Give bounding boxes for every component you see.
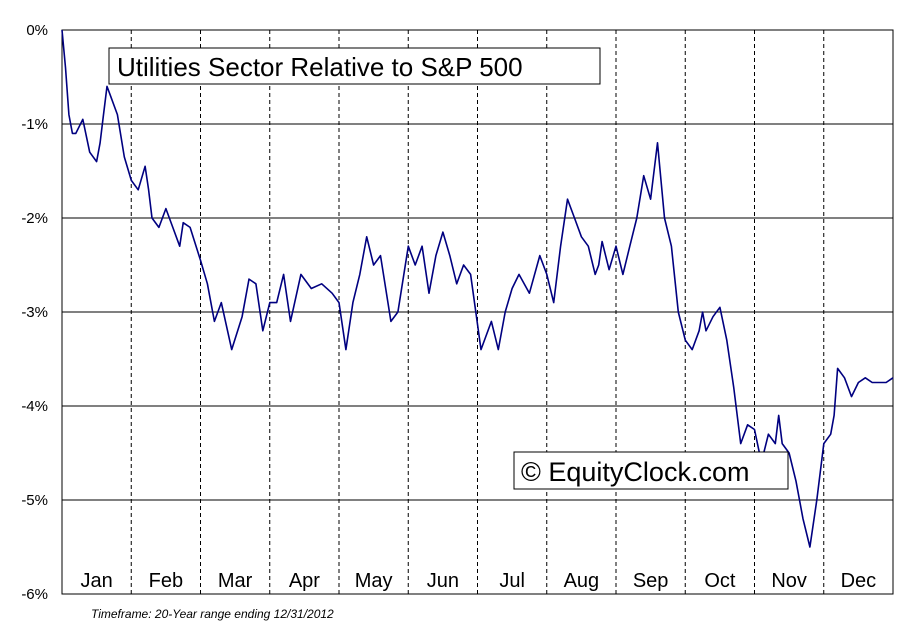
watermark-box: © EquityClock.com (513, 451, 789, 490)
y-tick-label: -2% (21, 210, 48, 227)
x-tick-label-may: May (355, 570, 393, 592)
y-tick-label: -5% (21, 492, 48, 509)
plot-area-frame (61, 29, 894, 595)
y-tick-label: -1% (21, 116, 48, 133)
x-tick-label-dec: Dec (841, 570, 877, 592)
vertical-gridlines (130, 30, 825, 594)
y-tick-label: 0% (26, 22, 48, 39)
x-tick-label-jul: Jul (499, 570, 525, 592)
x-tick-label-jun: Jun (427, 570, 459, 592)
timeframe-footnote: Timeframe: 20-Year range ending 12/31/20… (91, 607, 334, 621)
chart-title: Utilities Sector Relative to S&P 500 (117, 52, 523, 82)
series-line-utilities-relative (61, 29, 894, 548)
watermark-text: © EquityClock.com (521, 457, 749, 487)
x-tick-label-oct: Oct (704, 570, 736, 592)
x-tick-label-apr: Apr (289, 570, 320, 592)
x-tick-label-feb: Feb (149, 570, 183, 592)
y-axis-tick-labels: 0% -1% -2% -3% -4% -5% -6% (21, 22, 48, 603)
x-tick-label-jan: Jan (81, 570, 113, 592)
chart-title-box: Utilities Sector Relative to S&P 500 (108, 47, 601, 85)
y-tick-label: -4% (21, 398, 48, 415)
x-tick-label-nov: Nov (771, 570, 807, 592)
x-axis-month-labels: Jan Feb Mar Apr May Jun Jul Aug Sep Oct Nov Dec (81, 570, 877, 592)
y-tick-label: -6% (21, 586, 48, 603)
y-tick-label: -3% (21, 304, 48, 321)
chart-title-border (108, 47, 601, 85)
x-tick-label-mar: Mar (218, 570, 253, 592)
watermark-border (513, 451, 789, 490)
x-tick-label-sep: Sep (633, 570, 669, 592)
x-tick-label-aug: Aug (564, 570, 600, 592)
